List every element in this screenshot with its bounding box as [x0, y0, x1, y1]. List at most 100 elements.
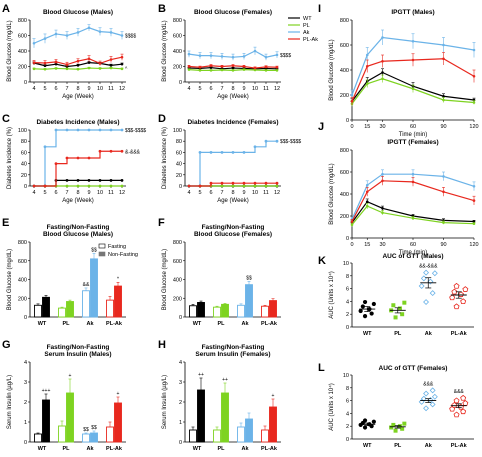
panel-f: F Fasting/Non-Fasting Blood Glucose (Femal…	[158, 217, 281, 327]
bar	[90, 432, 98, 443]
x-tick-label: 6	[209, 190, 212, 196]
category-label: WT	[193, 321, 202, 327]
legend-label: WT	[303, 16, 312, 22]
series-pl	[187, 68, 279, 72]
data-point	[98, 30, 102, 33]
series-pl-ak	[350, 176, 476, 224]
y-tick-label: 0	[24, 440, 27, 446]
data-point	[429, 290, 436, 297]
data-point	[242, 65, 246, 68]
x-tick-label: 8	[76, 86, 79, 92]
bar	[213, 306, 221, 318]
y-tick-label: 600	[173, 34, 182, 40]
panel-title-line: Fasting/Non-Fasting	[47, 344, 110, 351]
data-point	[231, 184, 235, 188]
panel-h: H Fasting/Non-Fasting Serum Insulin (Femal…	[158, 339, 281, 452]
data-point	[76, 179, 80, 182]
x-tick-label: 7	[65, 190, 68, 196]
x-tick-label: 30	[379, 124, 385, 130]
series-line	[351, 173, 475, 220]
significance-label: +	[69, 373, 72, 379]
bar	[221, 303, 229, 318]
y-axis-label: Blood Glucose (mg/dL)	[329, 39, 335, 100]
series-ak	[32, 24, 124, 48]
x-tick-label: 6	[209, 86, 212, 92]
data-point	[198, 65, 202, 69]
significance-label: $$$-$$$$	[280, 139, 301, 145]
data-point	[87, 184, 91, 188]
data-point	[43, 61, 47, 65]
data-point	[231, 64, 235, 68]
x-tick-label: 4	[187, 190, 190, 196]
data-point	[381, 36, 384, 39]
x-tick-label: 9	[242, 86, 245, 92]
category-label: PL	[62, 446, 70, 452]
data-point	[120, 128, 124, 132]
bar	[419, 283, 437, 327]
significance-label: $$	[246, 275, 252, 281]
bar	[34, 433, 42, 443]
bar	[189, 429, 197, 443]
data-point	[472, 185, 476, 188]
panel-e: E Fasting/Non-Fasting Blood Glucose (Males…	[2, 217, 126, 327]
data-point	[220, 55, 224, 58]
significance-label: &&	[83, 282, 90, 288]
y-tick-label: 0	[179, 80, 182, 86]
category-label: WT	[363, 443, 372, 449]
data-point	[242, 151, 246, 154]
data-point	[87, 179, 91, 182]
x-tick-label: 60	[410, 242, 416, 248]
panel-title: Fasting/Non-Fasting Blood Glucose (Female…	[194, 224, 272, 238]
data-point	[411, 216, 415, 220]
data-point	[472, 199, 476, 202]
data-point	[453, 397, 460, 404]
y-tick-label: 400	[18, 49, 27, 55]
legend-label: Non-Fasting	[108, 252, 138, 258]
panel-letter: F	[158, 217, 165, 229]
y-tick-label: 8	[346, 386, 349, 392]
x-tick-label: 7	[65, 86, 68, 92]
data-point	[65, 67, 69, 71]
x-axis-label: Age (Week)	[62, 94, 94, 100]
y-tick-label: 60	[176, 150, 182, 156]
data-point	[120, 62, 124, 66]
data-point	[87, 61, 91, 64]
data-point	[411, 58, 415, 62]
panel-title-line: Fasting/Non-Fasting	[202, 224, 265, 231]
data-point	[381, 172, 384, 176]
bar	[237, 304, 245, 318]
y-tick-label: 800	[340, 148, 349, 154]
legend-label: Ak	[303, 30, 310, 36]
x-tick-label: 5	[43, 86, 46, 92]
y-tick-label: 800	[173, 240, 182, 246]
x-tick-label: 30	[379, 242, 385, 248]
data-point	[460, 298, 467, 304]
x-tick-label: 4	[187, 86, 190, 92]
panel-letter: G	[2, 339, 11, 351]
data-point	[76, 31, 80, 34]
y-tick-label: 20	[176, 173, 182, 179]
data-point	[209, 69, 213, 72]
y-tick-label: 600	[340, 170, 349, 176]
y-tick-label: 600	[340, 43, 349, 49]
data-point	[442, 98, 445, 102]
category-label: PL-Ak	[106, 321, 123, 327]
data-point	[462, 400, 469, 406]
bar	[66, 301, 74, 318]
bar	[269, 300, 277, 318]
data-point	[423, 390, 430, 397]
x-tick-label: 120	[469, 124, 478, 130]
significance-label: ^	[125, 66, 128, 72]
data-point	[371, 301, 376, 307]
data-point	[209, 66, 213, 69]
data-point	[32, 61, 36, 64]
x-tick-label: 11	[263, 190, 269, 196]
bar-legend: Fasting Non-Fasting	[98, 243, 138, 258]
x-tick-label: 11	[108, 190, 114, 196]
panel-g: G Fasting/Non-Fasting Serum Insulin (Males…	[2, 339, 126, 452]
y-tick-label: 0	[346, 325, 349, 331]
category-label: Ak	[241, 321, 249, 327]
significance-label: +++	[42, 388, 51, 394]
data-point	[381, 71, 384, 74]
bar	[237, 426, 245, 443]
